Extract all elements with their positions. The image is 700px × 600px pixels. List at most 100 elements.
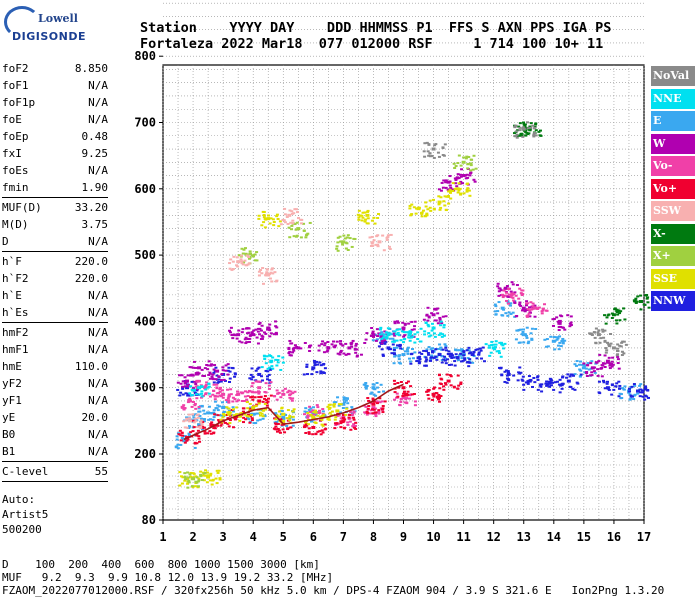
echo-speck: [446, 194, 450, 197]
echo-speck: [200, 423, 204, 426]
echo-speck: [217, 419, 221, 422]
echo-speck: [297, 217, 301, 220]
echo-speck: [341, 407, 345, 410]
echo-speck: [476, 348, 480, 351]
echo-speck: [380, 348, 384, 351]
echo-speck: [231, 396, 235, 399]
echo-speck: [618, 387, 622, 390]
echo-speck: [241, 252, 245, 255]
echo-speck: [413, 320, 417, 323]
echo-speck: [233, 375, 237, 378]
echo-speck: [423, 330, 427, 333]
echo-speck: [371, 399, 375, 402]
echo-speck: [254, 379, 258, 382]
echo-speck: [377, 213, 381, 216]
echo-speck: [335, 247, 339, 250]
echo-speck: [274, 320, 278, 323]
echo-speck: [212, 371, 216, 374]
echo-speck: [207, 382, 211, 385]
echo-speck: [618, 319, 622, 322]
param-label: B1: [2, 445, 16, 458]
echo-speck: [254, 328, 258, 331]
echo-speck: [594, 327, 598, 330]
echo-speck: [424, 364, 428, 367]
echo-speck: [268, 335, 272, 338]
echo-speck: [432, 356, 436, 359]
echo-speck: [496, 310, 500, 313]
echo-speck: [185, 416, 189, 419]
echo-speck: [315, 404, 319, 407]
echo-speck: [321, 363, 325, 366]
echo-speck: [390, 333, 394, 336]
echo-speck: [320, 423, 324, 426]
param-value: 220.0: [74, 255, 108, 268]
echo-speck: [302, 413, 306, 416]
echo-speck: [360, 219, 364, 222]
echo-speck: [194, 420, 198, 423]
echo-speck: [396, 344, 400, 347]
echo-speck: [203, 430, 207, 433]
echo-speck: [242, 416, 246, 419]
echo-speck: [448, 175, 452, 178]
echo-speck: [600, 375, 604, 378]
echo-speck: [536, 388, 540, 391]
echo-speck: [326, 405, 330, 408]
echo-speck: [616, 343, 620, 346]
echo-speck: [604, 322, 608, 325]
echo-speck: [380, 342, 384, 345]
echo-speck: [267, 387, 271, 390]
echo-speck: [254, 404, 258, 407]
echo-speck: [295, 221, 299, 224]
echo-speck: [350, 412, 354, 415]
echo-speck: [274, 418, 278, 421]
echo-speck: [499, 355, 503, 358]
echo-speck: [459, 381, 463, 384]
echo-speck: [243, 259, 247, 262]
echo-speck: [434, 355, 438, 358]
echo-speck: [599, 337, 603, 340]
echo-speck: [546, 345, 550, 348]
echo-speck: [444, 383, 448, 386]
echo-speck: [203, 426, 207, 429]
echo-speck: [379, 383, 383, 386]
echo-speck: [191, 472, 195, 475]
echo-speck: [323, 428, 327, 431]
echo-speck: [364, 387, 368, 390]
echo-speck: [528, 315, 532, 318]
y-tick-label: 700: [134, 116, 156, 130]
echo-speck: [189, 385, 193, 388]
echo-speck: [308, 346, 312, 349]
echo-speck: [192, 416, 196, 419]
echo-speck: [596, 368, 600, 371]
echo-speck: [403, 322, 407, 325]
echo-speck: [601, 379, 605, 382]
echo-speck: [282, 418, 286, 421]
data-point: [491, 346, 496, 350]
data-point: [437, 200, 442, 204]
echo-speck: [477, 353, 481, 356]
echo-speck: [618, 312, 622, 315]
echo-speck: [264, 398, 268, 401]
echo-speck: [441, 333, 445, 336]
x-tick-label: 11: [456, 530, 470, 544]
echo-speck: [643, 388, 647, 391]
echo-speck: [310, 373, 314, 376]
echo-speck: [307, 408, 311, 411]
echo-speck: [531, 307, 535, 310]
echo-speck: [432, 198, 436, 201]
echo-speck: [319, 364, 323, 367]
legend-item-sse: SSE: [651, 268, 695, 289]
echo-speck: [513, 301, 517, 304]
echo-speck: [290, 212, 294, 215]
data-point: [266, 273, 271, 277]
echo-speck: [211, 393, 215, 396]
echo-speck: [264, 274, 268, 277]
echo-speck: [202, 409, 206, 412]
echo-speck: [312, 359, 316, 362]
echo-speck: [266, 367, 270, 370]
echo-speck: [354, 427, 358, 430]
echo-speck: [398, 345, 402, 348]
data-point: [371, 333, 376, 337]
echo-speck: [287, 226, 291, 229]
echo-speck: [287, 389, 291, 392]
